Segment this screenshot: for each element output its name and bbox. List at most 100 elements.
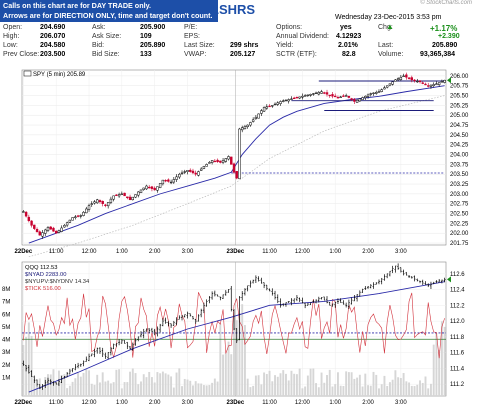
volume-bar xyxy=(386,386,389,396)
spy-candle-body xyxy=(383,87,386,90)
volume-bar xyxy=(440,321,443,396)
spy-candle-body xyxy=(27,216,31,221)
spy-candle-body xyxy=(287,99,290,102)
spy-y-tick-label: 203.75 xyxy=(450,162,469,168)
volume-bar xyxy=(375,374,378,396)
high-value: 206.070 xyxy=(40,33,66,40)
spy-y-tick-label: 202.25 xyxy=(450,221,469,227)
spy-y-tick-label: 203.25 xyxy=(450,182,469,188)
volume-bar xyxy=(60,374,63,396)
volume-bar xyxy=(290,370,293,396)
spy-candle-body xyxy=(172,179,176,183)
spy-candle-body xyxy=(71,217,74,221)
volume-bar xyxy=(312,368,315,396)
spy-candle-body xyxy=(385,85,389,88)
sctr-value: 82.8 xyxy=(342,51,356,58)
spy-candle-body xyxy=(366,94,370,97)
spy-x-tick-label: 11:00 xyxy=(49,249,64,255)
spy-candle-body xyxy=(344,95,348,97)
spy-candle-body xyxy=(197,171,200,176)
breadth-legend-entry: $TICK 516.00 xyxy=(25,286,61,292)
spy-plot-area xyxy=(21,69,447,246)
spy-candle-body xyxy=(224,158,228,162)
last-price-marker xyxy=(447,77,451,84)
spy-candle-body xyxy=(416,80,419,83)
volume-bar xyxy=(63,374,66,396)
volume-left-tick: 2M xyxy=(2,363,10,369)
volume-bar xyxy=(405,381,408,396)
volume-bar xyxy=(372,371,375,396)
breadth-legend-entry: $NYAD 2283.00 xyxy=(25,272,66,278)
volume-bar xyxy=(36,386,39,396)
spy-candle-body xyxy=(320,91,323,94)
spy-candle-body xyxy=(35,228,39,233)
volume-bar xyxy=(254,375,257,396)
qqq-moving-average xyxy=(28,281,445,393)
volume-bar xyxy=(243,325,246,396)
volume-bar xyxy=(424,376,427,396)
volume-bar xyxy=(331,386,334,396)
spy-candle-body xyxy=(164,180,167,182)
volume-bar xyxy=(200,383,203,396)
volume-bar xyxy=(391,379,394,396)
breadth-right-tick: 111.2 xyxy=(450,382,465,388)
spy-candle-body xyxy=(394,79,397,82)
spy-panel: 206.00 205.75 205.50 205.25 205.00 204.75 204.… xyxy=(15,69,469,258)
volume-bar xyxy=(276,376,279,396)
volume-bar xyxy=(435,333,438,396)
low-value: 204.580 xyxy=(40,42,66,49)
spy-candle-body xyxy=(46,227,50,231)
spy-candle-body xyxy=(101,200,104,204)
spy-candle-body xyxy=(257,113,260,119)
breadth-legend-entry: $NYUPV:$NYDNV 14.34 xyxy=(25,279,90,285)
volume-bar xyxy=(323,382,326,396)
notice-line-1: Calls on this chart are for DAY TRADE on… xyxy=(3,1,152,10)
open-label: Open: xyxy=(3,24,23,31)
chg-value: +2.390 xyxy=(438,33,460,40)
spy-x-tick-label: 3:00 xyxy=(395,249,407,255)
volume-left-tick: 4M xyxy=(2,338,10,344)
breadth-panel: 112.6 112.4 112.2 112.0 111.8 111.6 111.4 111.2… xyxy=(2,261,465,406)
volume-bar xyxy=(208,385,211,396)
volume-bar xyxy=(315,383,318,396)
volume-bar xyxy=(285,373,287,396)
volume-left-tick: 1M xyxy=(2,375,10,381)
volume-bar xyxy=(238,312,241,396)
options-value: yes xyxy=(340,24,352,31)
breadth-x-tick-label: 3:00 xyxy=(182,400,194,406)
spy-candle-body xyxy=(369,93,372,95)
volume-bar xyxy=(101,372,104,396)
qqq-last-marker xyxy=(447,276,451,283)
volume-bar xyxy=(383,375,386,396)
volume-bar xyxy=(295,374,298,396)
spy-y-tick-label: 203.00 xyxy=(450,192,469,198)
spy-candle-body xyxy=(323,92,326,94)
volume-bar xyxy=(118,369,121,396)
spy-candle-body xyxy=(347,95,351,98)
volume-bar xyxy=(197,383,200,396)
volume-bar xyxy=(30,335,33,396)
spy-candle-body xyxy=(153,187,156,191)
volume-bar xyxy=(112,382,115,396)
spy-candle-body xyxy=(202,166,206,169)
spy-candle-body xyxy=(68,219,72,223)
options-label: Options: xyxy=(276,24,303,31)
spy-candle-body xyxy=(142,187,145,190)
spy-candle-body xyxy=(112,195,115,200)
volume-bar xyxy=(109,383,112,396)
volume-bar xyxy=(421,382,424,396)
volume-bar xyxy=(79,376,82,396)
volume-bar xyxy=(224,353,227,396)
volume-bar xyxy=(394,370,397,396)
quote-header: Calls on this chart are for DAY TRADE on… xyxy=(0,0,480,60)
yield-value: 2.01% xyxy=(338,42,358,49)
spy-y-tick-label: 204.50 xyxy=(450,133,469,139)
volume-bar xyxy=(432,344,435,396)
spy-candle-body xyxy=(380,89,383,92)
spy-candle-body xyxy=(139,189,143,194)
volume-bar xyxy=(129,371,132,396)
spy-candle-body xyxy=(405,74,408,78)
yield-label: Yield: xyxy=(276,42,294,49)
spy-y-tick-label: 205.00 xyxy=(450,113,469,119)
spy-candle-body xyxy=(418,80,422,83)
